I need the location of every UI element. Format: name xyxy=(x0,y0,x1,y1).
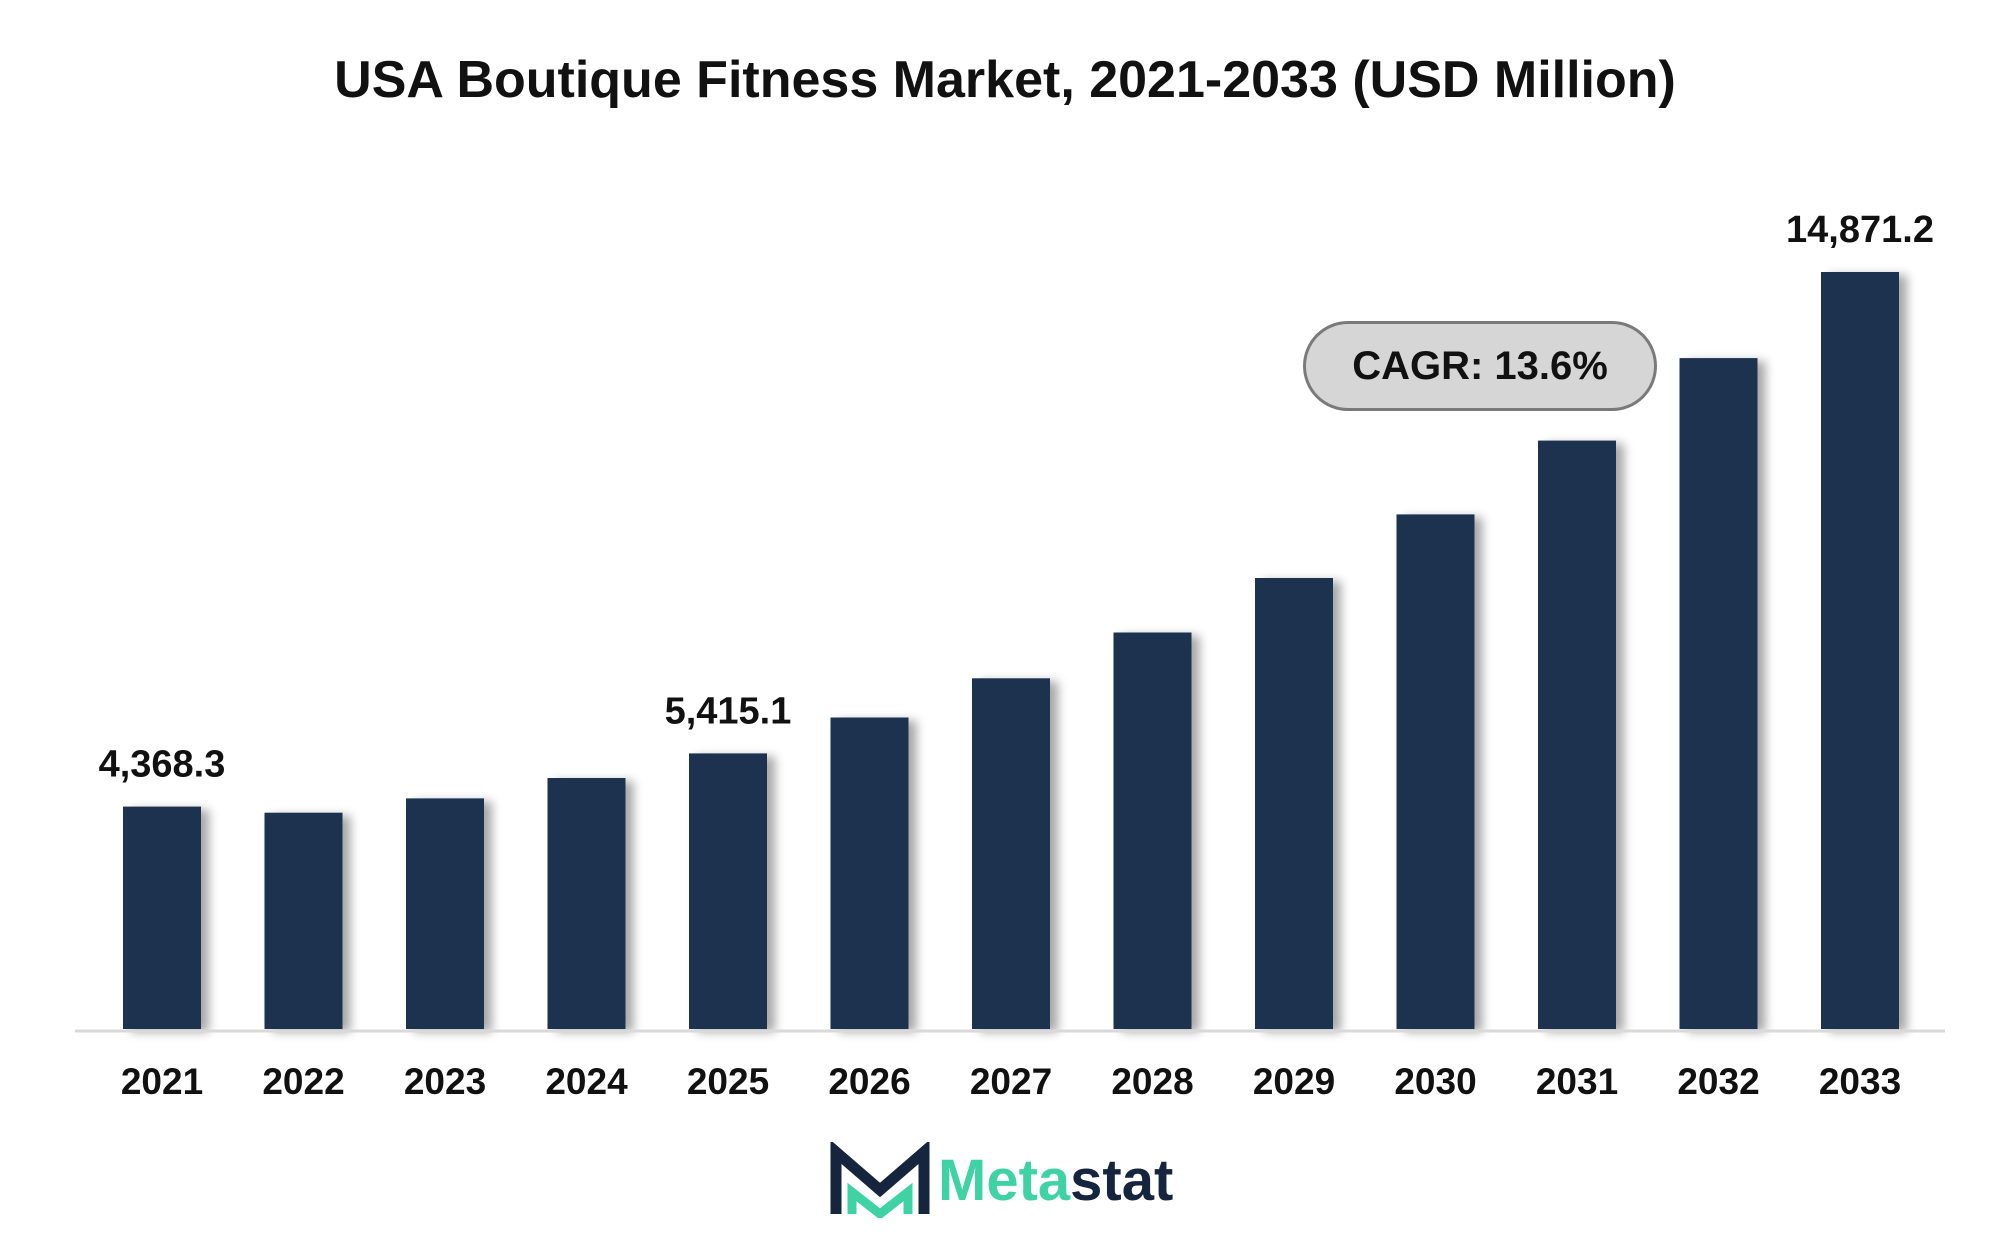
data-label-2033: 14,871.2 xyxy=(1786,209,1934,251)
x-tick-label-2021: 2021 xyxy=(121,1061,203,1102)
x-tick-label-2031: 2031 xyxy=(1536,1061,1618,1102)
x-tick-label-2024: 2024 xyxy=(545,1061,628,1102)
bar-2031 xyxy=(1538,440,1616,1030)
x-tick-label-2027: 2027 xyxy=(970,1061,1052,1102)
logo-text-meta: Meta xyxy=(938,1147,1071,1213)
x-tick-label-2026: 2026 xyxy=(828,1061,910,1102)
x-tick-labels: 2021 2022 2023 2024 2025 2026 2027 2028 2029 2030… xyxy=(121,1061,1901,1102)
bar-2025 xyxy=(689,753,767,1029)
bar-2024 xyxy=(547,778,626,1029)
bar-2023 xyxy=(406,798,484,1029)
bar-2029 xyxy=(1255,578,1333,1029)
metastat-logo-text: Metastat xyxy=(938,1147,1173,1214)
logo-text-stat: stat xyxy=(1070,1147,1174,1213)
data-label-2021: 4,368.3 xyxy=(99,744,226,786)
chart-title: USA Boutique Fitness Market, 2021-2033 (… xyxy=(334,51,1676,109)
bar-2027 xyxy=(972,678,1050,1029)
bar-2021 xyxy=(123,806,201,1029)
bar-2030 xyxy=(1396,514,1475,1029)
x-tick-label-2028: 2028 xyxy=(1111,1061,1193,1102)
x-tick-label-2025: 2025 xyxy=(687,1061,769,1102)
cagr-badge: CAGR: 13.6% xyxy=(1303,321,1657,411)
metastat-logo: Metastat xyxy=(830,1140,1173,1220)
bar-2032 xyxy=(1679,358,1758,1030)
x-tick-label-2032: 2032 xyxy=(1677,1061,1759,1102)
x-tick-label-2022: 2022 xyxy=(262,1061,344,1102)
metastat-logo-icon xyxy=(830,1142,930,1218)
x-tick-label-2033: 2033 xyxy=(1819,1061,1901,1102)
bar-2022 xyxy=(264,812,343,1029)
data-label-2025: 5,415.1 xyxy=(665,690,792,732)
x-tick-label-2029: 2029 xyxy=(1253,1061,1335,1102)
bar-2033 xyxy=(1821,272,1899,1029)
bar-2028 xyxy=(1113,632,1192,1029)
x-tick-label-2030: 2030 xyxy=(1394,1061,1476,1102)
bar-2026 xyxy=(830,717,909,1029)
bars-group xyxy=(123,272,1899,1030)
data-labels: 4,368.3 5,415.1 14,871.2 xyxy=(99,209,1934,786)
x-tick-label-2023: 2023 xyxy=(404,1061,486,1102)
